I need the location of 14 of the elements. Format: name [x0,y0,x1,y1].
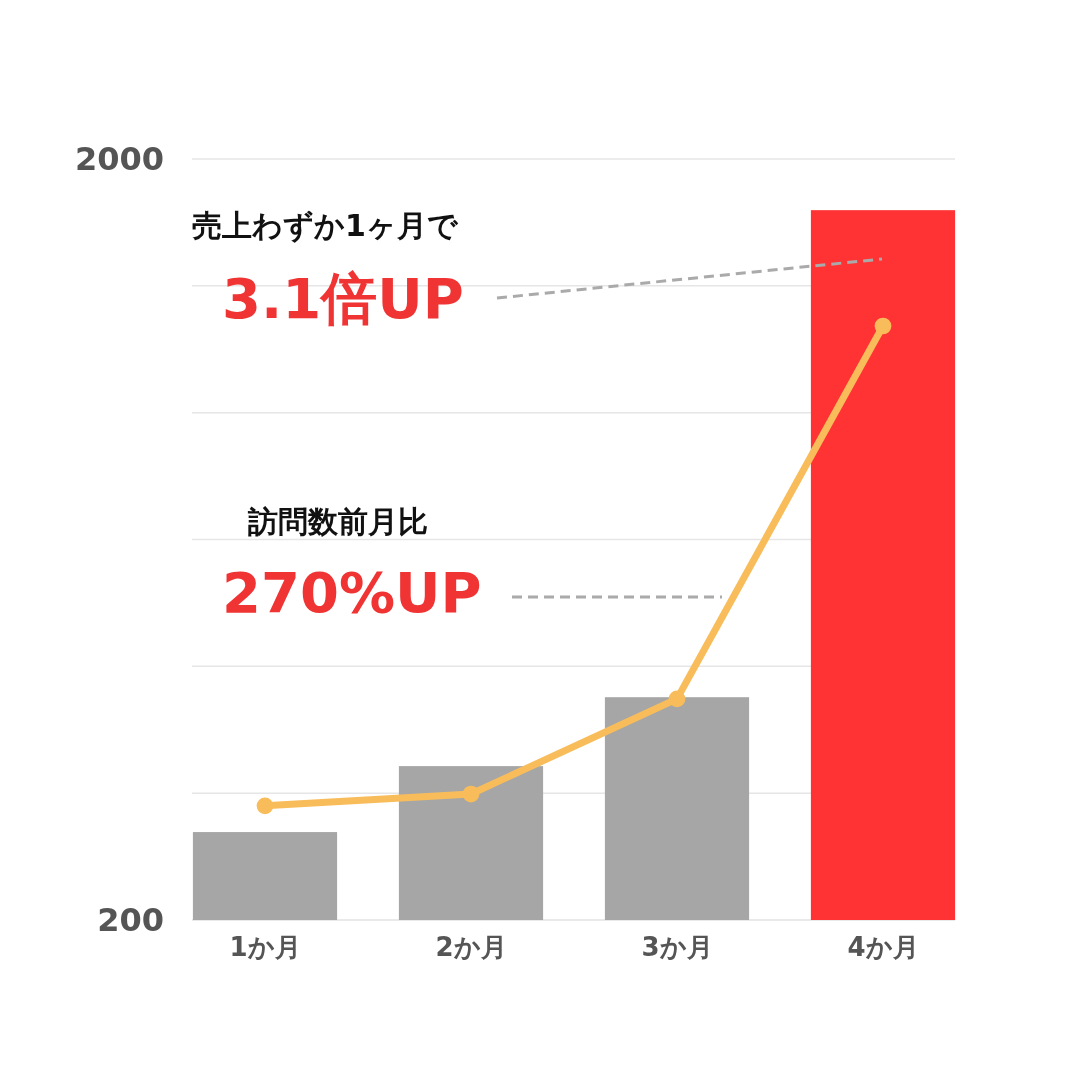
x-tick-label: 4か月 [847,932,919,963]
y-tick-label: 200 [97,900,164,939]
annotation: 訪問数前月比 [247,504,428,539]
x-tick-label: 1か月 [229,932,301,963]
annotation: 売上わずか1ヶ月で [192,208,459,243]
point [256,797,274,815]
x-tick-label: 2か月 [435,932,507,963]
point [462,785,480,803]
annotation: 3.1倍UP [222,266,464,331]
x-tick-label: 3か月 [641,932,713,963]
y-tick-label: 2000 [74,139,164,178]
point [668,690,686,708]
annotation: 270%UP [222,560,482,625]
point [874,317,892,335]
